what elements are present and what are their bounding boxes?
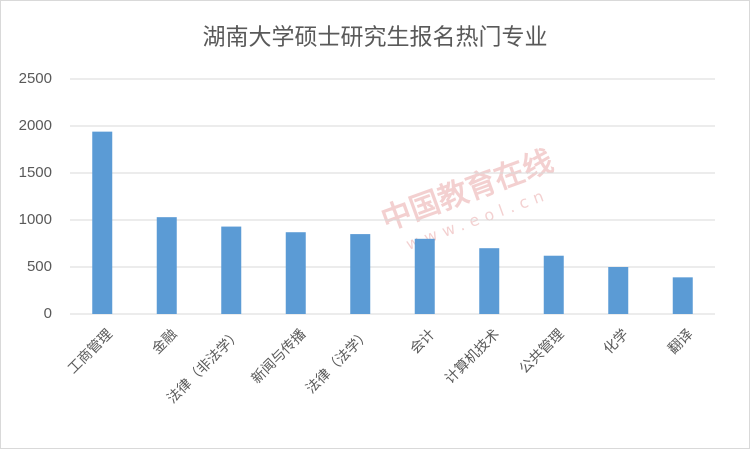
y-tick-label: 2500 (19, 70, 52, 87)
bar (285, 232, 306, 314)
bar (350, 234, 371, 314)
y-tick-label: 500 (27, 258, 52, 275)
y-tick-label: 1500 (19, 164, 52, 181)
chart-title: 湖南大学硕士研究生报名热门专业 (203, 25, 548, 51)
bar (156, 217, 177, 314)
bar (92, 131, 113, 314)
bar (672, 277, 693, 314)
y-tick-label: 2000 (19, 117, 52, 134)
bar (479, 248, 500, 314)
bar (221, 226, 242, 314)
y-tick-label: 0 (44, 305, 52, 322)
bar (414, 238, 435, 314)
bar (543, 255, 564, 314)
bar (608, 267, 629, 314)
y-tick-label: 1000 (19, 211, 52, 228)
